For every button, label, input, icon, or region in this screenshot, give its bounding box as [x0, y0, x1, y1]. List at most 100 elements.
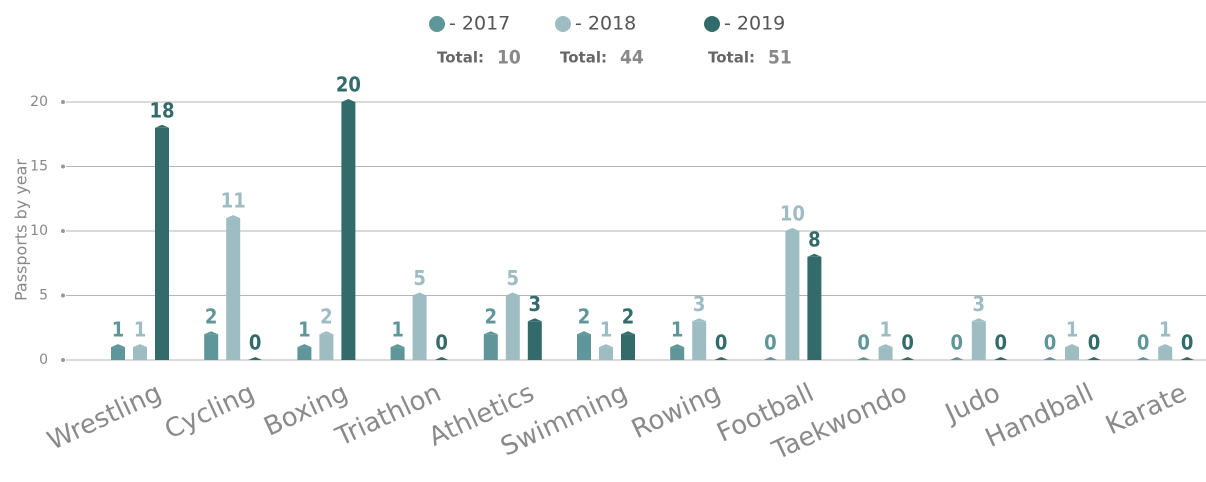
bar — [621, 334, 635, 360]
value-label: 0 — [764, 331, 777, 355]
value-label: 1 — [391, 318, 404, 342]
value-label: 1 — [112, 318, 125, 342]
y-tick-label: 0 — [39, 352, 48, 368]
bar-cap — [856, 357, 871, 360]
legend-label: - 2018 — [575, 13, 636, 35]
value-label: 0 — [435, 331, 448, 355]
legend-marker — [429, 16, 445, 32]
bar-cap — [1136, 357, 1151, 360]
total-label: Total: — [560, 49, 607, 67]
legend-marker — [555, 16, 571, 32]
bar-cap — [390, 344, 405, 348]
value-label: 3 — [693, 292, 706, 316]
value-label: 1 — [1066, 318, 1079, 342]
value-label: 0 — [857, 331, 870, 355]
bar-cap — [226, 215, 241, 219]
bar-cap — [248, 357, 263, 360]
value-label: 0 — [995, 331, 1008, 355]
value-label: 0 — [1181, 331, 1194, 355]
bar-cap — [341, 99, 356, 102]
bar-cap — [763, 357, 778, 360]
value-label: 1 — [134, 318, 147, 342]
value-label: 2 — [578, 305, 591, 329]
value-label: 5 — [413, 266, 426, 290]
bar-cap — [155, 124, 169, 128]
value-label: 5 — [507, 266, 520, 290]
value-label: 3 — [529, 292, 542, 316]
value-label: 0 — [715, 331, 728, 355]
bar-cap — [483, 331, 498, 335]
bar-cap — [412, 292, 427, 296]
x-tick-label: Triathlon — [330, 378, 445, 453]
bar-cap — [1087, 357, 1101, 360]
value-label: 10 — [780, 202, 805, 226]
total-label: Total: — [437, 49, 484, 67]
bar — [785, 231, 800, 360]
value-label: 2 — [622, 305, 635, 329]
value-label: 1 — [671, 318, 684, 342]
value-label: 8 — [808, 227, 821, 251]
value-label: 3 — [973, 292, 986, 316]
bar — [1065, 347, 1079, 360]
bar — [319, 334, 334, 360]
value-label: 2 — [485, 305, 498, 329]
x-tick-label: Cycling — [160, 378, 259, 445]
bar-cap — [599, 344, 613, 348]
bar-cap — [785, 228, 800, 231]
bar-cap — [133, 344, 147, 348]
bar-cap — [670, 344, 685, 348]
bar — [971, 321, 986, 360]
bar — [297, 347, 312, 360]
value-label: 0 — [249, 331, 262, 355]
value-label: 0 — [1137, 331, 1150, 355]
total-value: 51 — [768, 47, 792, 69]
bar-cap — [434, 357, 449, 360]
bar-cap — [297, 344, 312, 348]
bar-cap — [1065, 344, 1079, 348]
legend-label: - 2017 — [449, 13, 510, 35]
y-tick-label: 15 — [30, 159, 48, 175]
bar — [155, 127, 169, 360]
total-value: 44 — [620, 47, 644, 69]
bar — [412, 295, 427, 360]
y-axis-label: Passports by year — [12, 159, 31, 301]
bar-cap — [692, 318, 707, 322]
bar-cap — [319, 331, 334, 335]
tick-mark — [61, 358, 65, 362]
value-label: 1 — [298, 318, 311, 342]
x-tick-label: Rowing — [627, 378, 725, 445]
bar-cap — [807, 253, 822, 257]
value-label: 18 — [149, 98, 174, 122]
legend-label: - 2019 — [724, 13, 785, 35]
bar-cap — [1043, 357, 1057, 360]
bar-cap — [621, 331, 635, 335]
tick-mark — [61, 164, 65, 169]
tick-mark — [61, 293, 65, 298]
bar-cap — [971, 318, 986, 322]
x-tick-label: Wrestling — [43, 378, 166, 457]
bar-cap — [527, 318, 542, 322]
bar-cap — [993, 357, 1008, 360]
value-label: 2 — [205, 305, 218, 329]
total-value: 10 — [497, 47, 521, 69]
bar-cap — [949, 357, 964, 360]
value-label: 1 — [600, 318, 613, 342]
bar-cap — [505, 292, 520, 296]
bar — [133, 347, 147, 360]
bar-cap — [1180, 357, 1195, 360]
bar — [692, 321, 707, 360]
value-label: 1 — [879, 318, 892, 342]
bar — [111, 347, 125, 360]
tick-mark — [61, 229, 65, 233]
bar — [878, 347, 893, 360]
bar-cap — [111, 344, 125, 348]
y-tick-label: 20 — [30, 94, 48, 110]
bar-cap — [577, 331, 591, 335]
value-label: 11 — [221, 189, 246, 213]
value-label: 0 — [901, 331, 914, 355]
bar — [204, 334, 219, 360]
bar-cap — [204, 331, 219, 335]
bar — [341, 102, 356, 360]
bar — [390, 347, 405, 360]
